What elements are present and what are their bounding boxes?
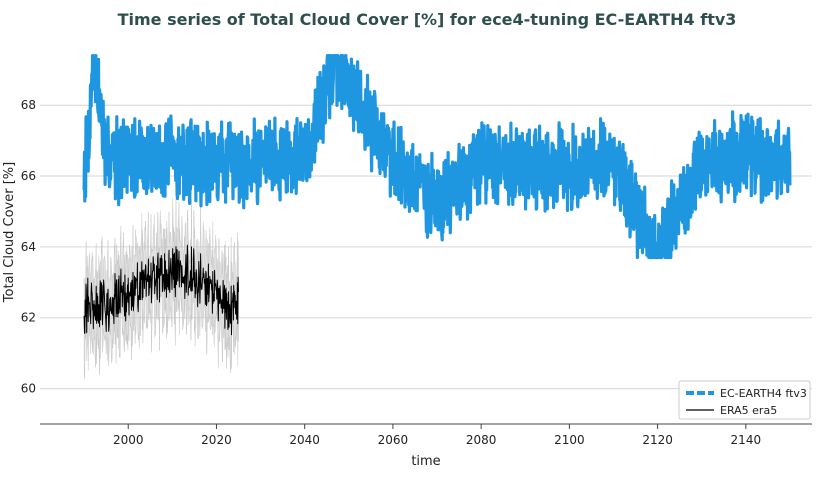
x-tick-label: 2020 bbox=[201, 433, 232, 447]
y-tick-label: 66 bbox=[21, 169, 36, 183]
y-tick-label: 60 bbox=[21, 382, 36, 396]
legend-label-ec-earth4: EC-EARTH4 ftv3 bbox=[720, 387, 807, 400]
x-tick-label: 2120 bbox=[642, 433, 673, 447]
y-ticks: 60 62 64 66 68 bbox=[21, 98, 36, 395]
y-tick-label: 64 bbox=[21, 240, 36, 254]
series-ec-earth4-ftv3 bbox=[82, 54, 792, 260]
y-tick-label: 68 bbox=[21, 98, 36, 112]
series-era5 bbox=[83, 244, 239, 336]
series-line-era5 bbox=[83, 244, 239, 336]
y-axis-label: Total Cloud Cover [%] bbox=[2, 162, 17, 303]
x-ticks: 2000 2020 2040 2060 2080 2100 2120 2140 bbox=[113, 424, 761, 447]
x-tick-label: 2000 bbox=[113, 433, 144, 447]
x-tick-label: 2140 bbox=[731, 433, 762, 447]
era5-spread-band bbox=[83, 198, 239, 379]
x-tick-label: 2080 bbox=[466, 433, 497, 447]
chart-title: Time series of Total Cloud Cover [%] for… bbox=[118, 10, 737, 29]
x-axis-label: time bbox=[411, 454, 440, 469]
x-tick-label: 2060 bbox=[378, 433, 409, 447]
x-tick-label: 2040 bbox=[289, 433, 320, 447]
era5-band-area bbox=[83, 198, 239, 379]
series-line-ec-earth4 bbox=[82, 54, 792, 260]
y-tick-label: 62 bbox=[21, 311, 36, 325]
legend-label-era5: ERA5 era5 bbox=[720, 404, 777, 417]
x-tick-label: 2100 bbox=[554, 433, 585, 447]
legend: EC-EARTH4 ftv3 ERA5 era5 bbox=[678, 380, 811, 420]
